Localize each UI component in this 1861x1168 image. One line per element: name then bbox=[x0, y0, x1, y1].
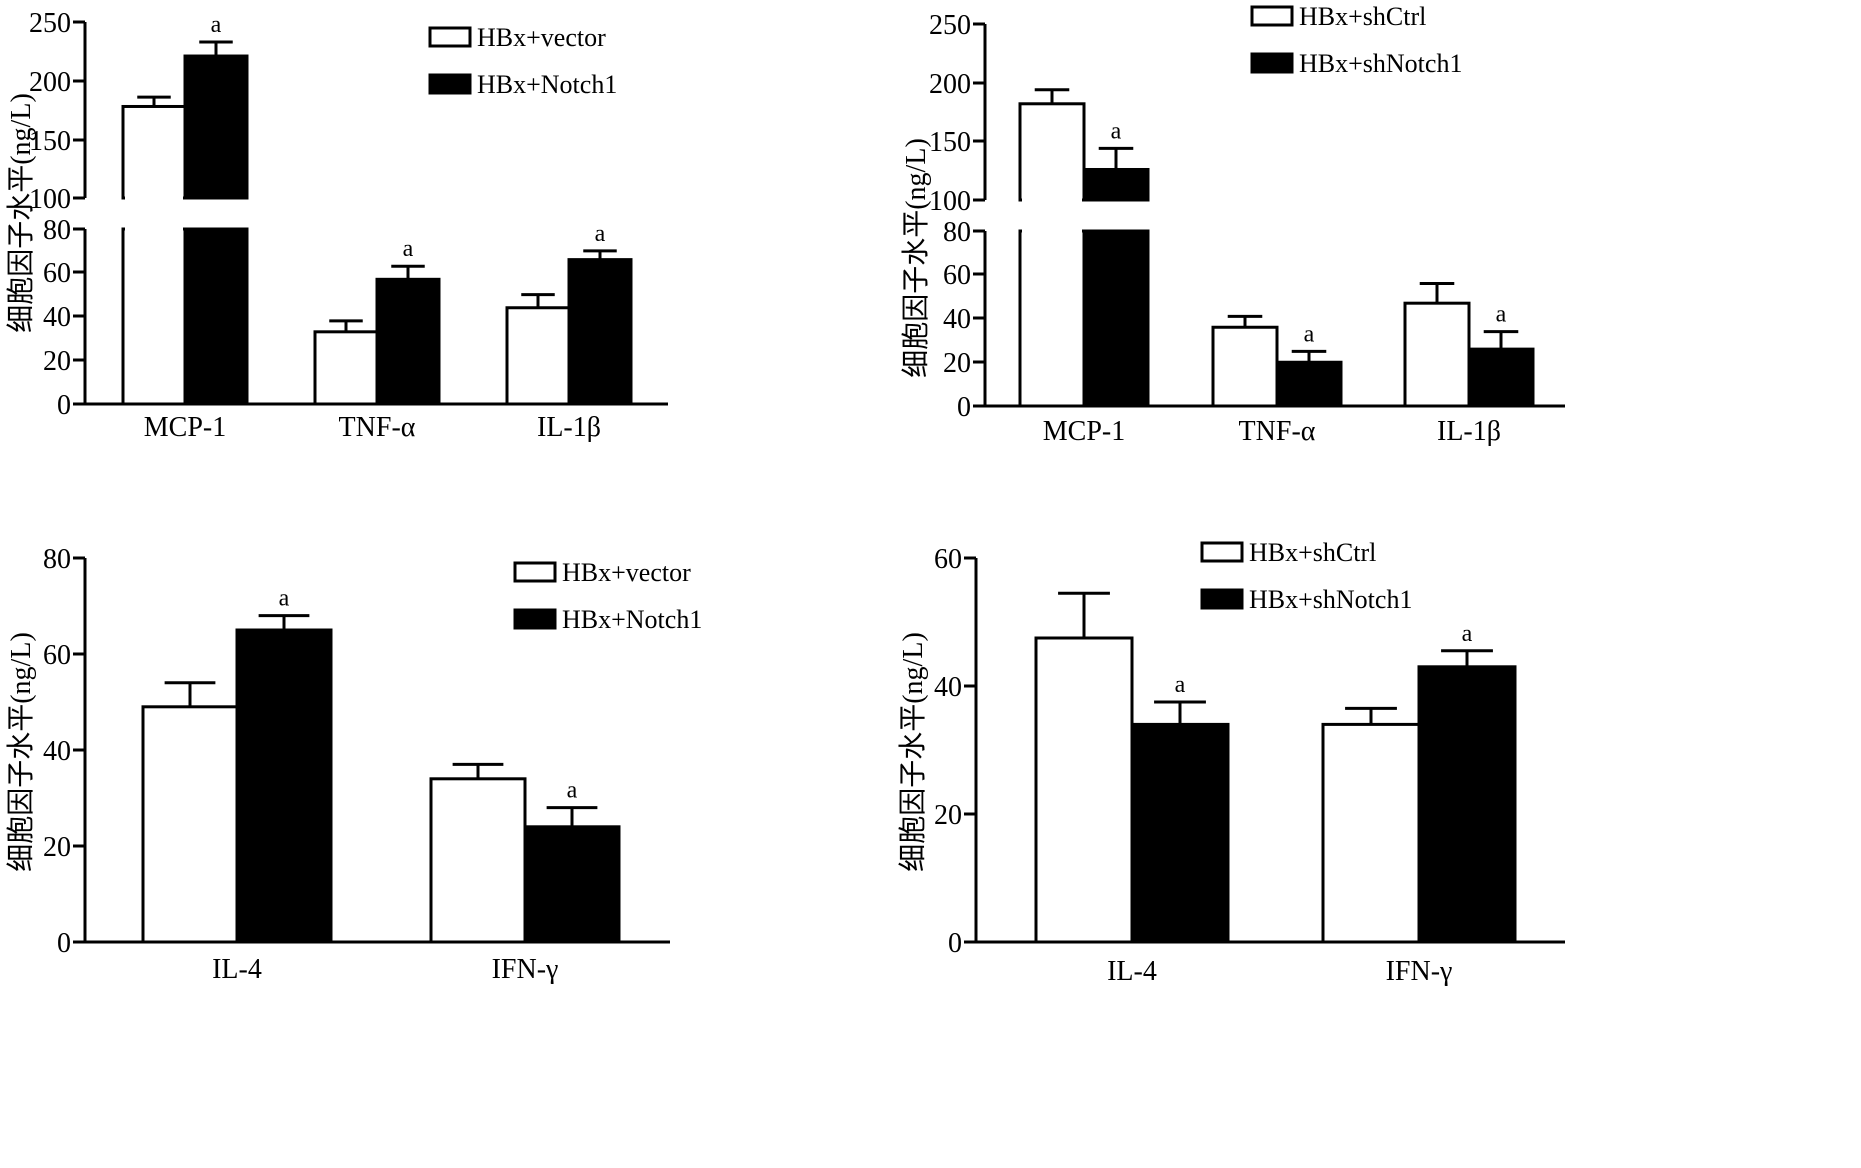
bar bbox=[1082, 167, 1150, 202]
bar bbox=[141, 705, 239, 944]
y-tick-label: 250 bbox=[929, 10, 971, 41]
bar bbox=[505, 306, 571, 406]
legend-swatch bbox=[428, 26, 472, 48]
significance-label: a bbox=[1304, 321, 1315, 347]
y-tick-label: 100 bbox=[29, 184, 71, 215]
y-axis-label: 细胞因子水平(ng/L) bbox=[897, 632, 929, 872]
bar bbox=[183, 227, 249, 406]
y-tick-label: 80 bbox=[43, 215, 71, 246]
x-tick-label: IL-4 bbox=[1107, 956, 1157, 987]
bar bbox=[1130, 722, 1230, 944]
bar bbox=[1417, 665, 1517, 944]
x-tick-label: IFN-γ bbox=[1386, 956, 1453, 987]
legend-label: HBx+shNotch1 bbox=[1249, 585, 1412, 614]
bar bbox=[429, 777, 527, 944]
legend-label: HBx+shCtrl bbox=[1249, 538, 1376, 567]
legend-swatch bbox=[513, 561, 557, 583]
y-axis-label: 细胞因子水平(ng/L) bbox=[900, 138, 932, 378]
y-tick-label: 100 bbox=[929, 186, 971, 217]
legend-swatch bbox=[1250, 5, 1294, 27]
y-tick-label: 20 bbox=[934, 800, 962, 831]
y-tick-label: 20 bbox=[43, 346, 71, 377]
bar bbox=[1211, 325, 1279, 408]
legend-swatch bbox=[513, 608, 557, 630]
x-tick-label: TNF-α bbox=[339, 412, 416, 443]
y-tick-label: 150 bbox=[929, 127, 971, 158]
x-tick-label: IL-1β bbox=[1437, 416, 1501, 447]
x-tick-label: IL-4 bbox=[212, 954, 262, 985]
x-tick-label: MCP-1 bbox=[144, 412, 226, 443]
bar bbox=[1403, 301, 1471, 408]
bar bbox=[1275, 360, 1343, 408]
bar bbox=[235, 628, 333, 944]
bar bbox=[183, 54, 249, 200]
y-tick-label: 60 bbox=[43, 258, 71, 289]
bar bbox=[313, 330, 379, 406]
legend-label: HBx+vector bbox=[562, 558, 691, 587]
y-axis-label: 细胞因子水平(ng/L) bbox=[5, 632, 37, 872]
bar bbox=[121, 104, 187, 200]
y-tick-label: 60 bbox=[934, 544, 962, 575]
significance-label: a bbox=[1111, 118, 1122, 144]
y-tick-label: 0 bbox=[57, 928, 71, 959]
x-tick-label: IFN-γ bbox=[492, 954, 559, 985]
y-tick-label: 40 bbox=[934, 672, 962, 703]
y-tick-label: 0 bbox=[57, 390, 71, 421]
legend-label: HBx+shCtrl bbox=[1299, 2, 1426, 31]
y-tick-label: 0 bbox=[957, 392, 971, 423]
y-tick-label: 20 bbox=[43, 832, 71, 863]
legend-swatch bbox=[428, 73, 472, 95]
legend-swatch bbox=[1250, 52, 1294, 74]
significance-label: a bbox=[1496, 302, 1507, 328]
bar bbox=[1018, 229, 1086, 408]
legend-label: HBx+vector bbox=[477, 23, 606, 52]
legend-swatch bbox=[1200, 588, 1244, 610]
x-tick-label: MCP-1 bbox=[1043, 416, 1125, 447]
legend-label: HBx+shNotch1 bbox=[1299, 49, 1462, 78]
y-tick-label: 20 bbox=[943, 348, 971, 379]
significance-label: a bbox=[279, 586, 290, 612]
bar bbox=[523, 825, 621, 944]
significance-label: a bbox=[1462, 621, 1473, 647]
y-axis-label: 细胞因子水平(ng/L) bbox=[5, 93, 37, 333]
significance-label: a bbox=[595, 221, 606, 247]
y-tick-label: 60 bbox=[943, 260, 971, 291]
y-tick-label: 40 bbox=[43, 736, 71, 767]
y-tick-label: 80 bbox=[43, 544, 71, 575]
y-tick-label: 40 bbox=[43, 302, 71, 333]
x-tick-label: TNF-α bbox=[1239, 416, 1316, 447]
chart-panel-bottom-left: 细胞因子水平(ng/L) 0 20 40 60 80 a IL-4 a IFN-γ HBx+vect… bbox=[5, 544, 702, 985]
significance-label: a bbox=[567, 778, 578, 804]
significance-label: a bbox=[403, 236, 414, 262]
x-tick-label: IL-1β bbox=[537, 412, 601, 443]
bar bbox=[1467, 347, 1535, 408]
bar bbox=[1018, 102, 1086, 202]
legend-swatch bbox=[1200, 541, 1244, 563]
bar bbox=[567, 258, 633, 406]
y-tick-label: 200 bbox=[929, 69, 971, 100]
legend-label: HBx+Notch1 bbox=[477, 70, 617, 99]
bar bbox=[375, 277, 441, 406]
y-tick-label: 200 bbox=[29, 67, 71, 98]
y-tick-label: 150 bbox=[29, 126, 71, 157]
y-tick-label: 80 bbox=[943, 217, 971, 248]
chart-panel-bottom-right: 细胞因子水平(ng/L) 0 20 40 60 a IL-4 a IFN-γ HBx+shCtrl… bbox=[897, 538, 1565, 987]
y-tick-label: 250 bbox=[29, 8, 71, 39]
significance-label: a bbox=[1175, 672, 1186, 698]
bar bbox=[1034, 636, 1134, 944]
significance-label: a bbox=[211, 12, 222, 38]
y-tick-label: 0 bbox=[948, 928, 962, 959]
legend-label: HBx+Notch1 bbox=[562, 605, 702, 634]
bar bbox=[1321, 722, 1421, 944]
bar bbox=[1082, 229, 1150, 408]
bar bbox=[121, 227, 187, 406]
y-tick-label: 60 bbox=[43, 640, 71, 671]
y-tick-label: 40 bbox=[943, 304, 971, 335]
